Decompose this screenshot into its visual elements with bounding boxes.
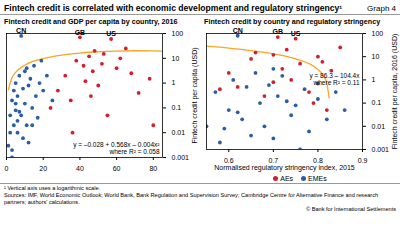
svg-text:20: 20 xyxy=(39,165,47,172)
svg-text:0.01: 0.01 xyxy=(172,129,186,136)
svg-text:100: 100 xyxy=(172,30,184,37)
html-text:© Bank for International Settl: © Bank for International Settlements xyxy=(306,206,396,212)
html-text:Fintech credit and GDP per cap: Fintech credit and GDP per capita by cou… xyxy=(4,17,178,26)
html-text:EMEs: EMEs xyxy=(308,174,327,182)
html-text:Sources: IMF, World Economic O: Sources: IMF, World Economic Outlook; Wo… xyxy=(4,192,379,205)
html-text:AEs: AEs xyxy=(280,174,294,182)
svg-text:Fintech credit per capita, 201: Fintech credit per capita, 2016 (USD) xyxy=(391,34,399,150)
svg-text:1: 1 xyxy=(172,79,176,86)
html-text:¹ Vertical axis uses a logarit: ¹ Vertical axis uses a logarithmic scale… xyxy=(4,185,101,191)
svg-text:0.8: 0.8 xyxy=(313,157,323,165)
svg-text:y = –0.028 + 0.568x – 0.004x²w: y = –0.028 + 0.568x – 0.004x²where R² = … xyxy=(73,141,160,155)
svg-text:10: 10 xyxy=(172,55,180,62)
svg-text:CN: CN xyxy=(16,27,26,34)
svg-text:0.01: 0.01 xyxy=(372,123,386,130)
svg-text:0.9: 0.9 xyxy=(358,157,368,164)
html-text:Graph 4: Graph 4 xyxy=(367,4,396,13)
svg-text:60: 60 xyxy=(113,165,121,172)
html-text:Fintech credit is correlated w: Fintech credit is correlated with econom… xyxy=(4,3,343,13)
svg-text:GB: GB xyxy=(75,29,86,36)
svg-text:0.6: 0.6 xyxy=(223,157,234,165)
html-text:Fintech credit by country and: Fintech credit by country and regulatory… xyxy=(204,17,381,26)
svg-text:US: US xyxy=(106,30,116,38)
svg-text:Normalised regulatory stringen: Normalised regulatory stringency index, … xyxy=(214,164,355,172)
svg-text:0.001: 0.001 xyxy=(172,154,190,161)
svg-text:10: 10 xyxy=(372,53,380,60)
svg-text:0.1: 0.1 xyxy=(172,104,182,111)
svg-text:y = 86.3 – 104.4xwhere R² = 0.: y = 86.3 – 104.4xwhere R² = 0.11 xyxy=(309,72,360,86)
svg-text:CN: CN xyxy=(233,27,243,34)
svg-text:0.7: 0.7 xyxy=(268,157,279,165)
svg-text:Fintech credit per capita (USD: Fintech credit per capita (USD) xyxy=(191,47,199,143)
svg-text:GB: GB xyxy=(273,28,284,35)
svg-text:0.1: 0.1 xyxy=(372,99,382,106)
svg-text:0.001: 0.001 xyxy=(372,146,390,153)
svg-text:80: 80 xyxy=(149,165,157,172)
svg-text:US: US xyxy=(290,29,301,37)
svg-text:1: 1 xyxy=(372,76,376,83)
svg-text:40: 40 xyxy=(76,165,84,172)
svg-text:100: 100 xyxy=(372,30,384,37)
svg-text:0: 0 xyxy=(5,165,9,172)
